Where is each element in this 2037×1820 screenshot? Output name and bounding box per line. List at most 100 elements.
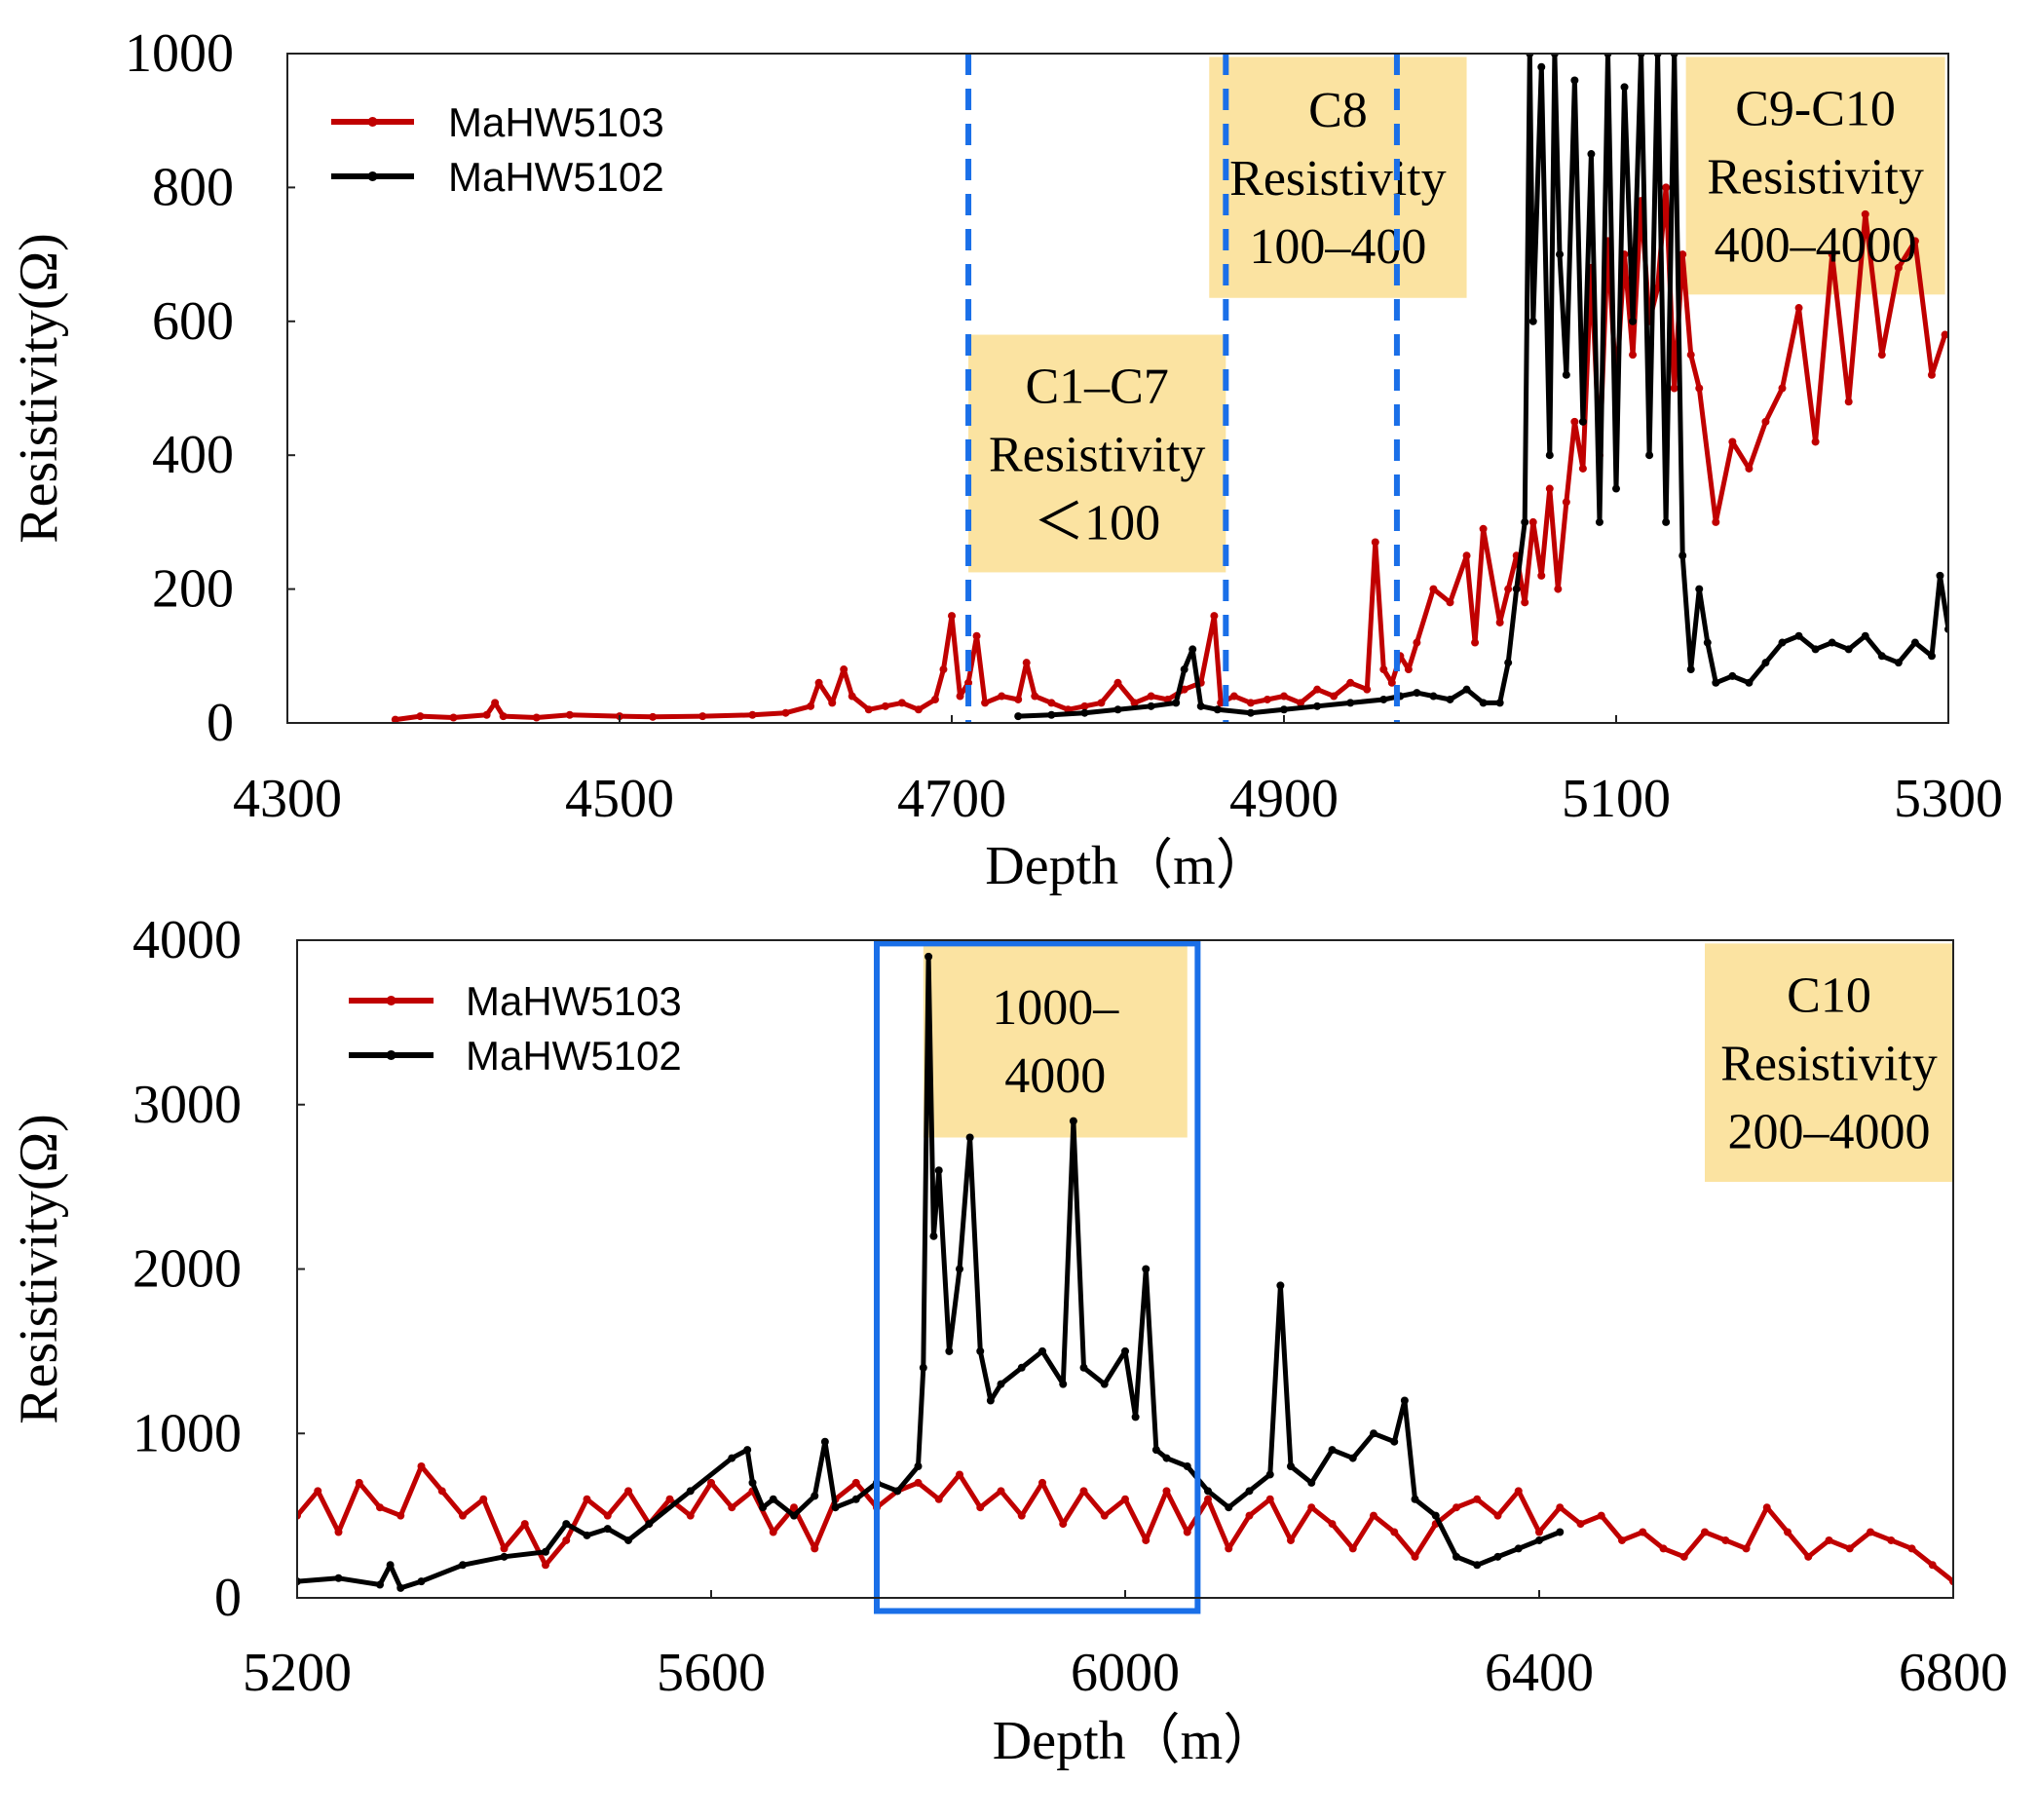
data-point-MaHW5102 xyxy=(645,1520,654,1529)
data-point-MaHW5102 xyxy=(1180,665,1188,674)
y-tick-label: 0 xyxy=(207,693,234,753)
data-point-MaHW5102 xyxy=(1778,638,1787,647)
data-point-MaHW5102 xyxy=(1910,638,1919,647)
legend-marker-MaHW5102 xyxy=(367,171,378,181)
data-point-MaHW5103 xyxy=(1877,351,1886,360)
data-point-MaHW5103 xyxy=(1804,1552,1813,1561)
data-point-MaHW5102 xyxy=(1280,705,1288,714)
data-point-MaHW5103 xyxy=(1263,695,1271,703)
data-point-MaHW5103 xyxy=(1348,1544,1357,1553)
data-point-MaHW5103 xyxy=(665,1495,674,1503)
data-point-MaHW5103 xyxy=(956,1470,963,1479)
data-point-MaHW5102 xyxy=(1495,699,1504,707)
annotation-text: 100–400 xyxy=(1249,219,1426,275)
annotation-text: 400–4000 xyxy=(1715,217,1917,273)
data-point-MaHW5102 xyxy=(396,1583,405,1592)
data-point-MaHW5103 xyxy=(583,1495,591,1503)
data-point-MaHW5102 xyxy=(1172,699,1181,707)
data-point-MaHW5102 xyxy=(1927,652,1936,661)
annotation-text: C8 xyxy=(1308,83,1368,138)
data-point-MaHW5103 xyxy=(1330,692,1339,701)
data-point-MaHW5103 xyxy=(881,701,889,710)
annotation-box xyxy=(1209,57,1467,298)
y-tick-label: 1000 xyxy=(132,1403,242,1463)
data-point-MaHW5102 xyxy=(1514,1544,1523,1553)
data-point-MaHW5102 xyxy=(1225,1503,1233,1512)
annotation-text: Resistivity xyxy=(1720,1037,1937,1092)
data-point-MaHW5103 xyxy=(1528,517,1537,526)
data-point-MaHW5103 xyxy=(1514,1487,1523,1496)
data-point-MaHW5102 xyxy=(1745,678,1754,687)
data-point-MaHW5103 xyxy=(1537,571,1546,580)
x-tick-label: 6000 xyxy=(1071,1643,1180,1703)
data-point-MaHW5103 xyxy=(1204,1495,1212,1503)
legend-marker-MaHW5103 xyxy=(367,117,378,127)
data-point-MaHW5103 xyxy=(997,1487,1005,1496)
data-point-MaHW5103 xyxy=(479,1495,488,1503)
data-point-MaHW5103 xyxy=(532,713,541,722)
data-point-MaHW5102 xyxy=(1452,1552,1460,1561)
data-point-MaHW5102 xyxy=(811,1492,819,1500)
data-point-MaHW5102 xyxy=(583,1531,591,1539)
data-point-MaHW5102 xyxy=(759,1503,768,1512)
data-point-MaHW5103 xyxy=(1618,1536,1626,1544)
data-point-MaHW5102 xyxy=(1535,1536,1543,1544)
data-point-MaHW5103 xyxy=(1629,351,1638,360)
data-point-MaHW5102 xyxy=(1080,708,1089,717)
data-point-MaHW5103 xyxy=(1721,1536,1730,1544)
data-point-MaHW5103 xyxy=(624,1487,632,1496)
data-point-MaHW5103 xyxy=(1307,1503,1316,1512)
data-point-MaHW5102 xyxy=(1348,1454,1357,1462)
chart-top-resistivity: C1–C7 Resistivity ＜100 C8 Resistivity 100–400… xyxy=(9,23,2003,896)
chart-bottom-resistivity: 1000– 4000 C10 Resistivity 200–4000 5200 5600 6… xyxy=(9,910,2008,1771)
data-point-MaHW5102 xyxy=(1400,1396,1409,1405)
data-point-MaHW5102 xyxy=(1346,699,1355,707)
data-point-MaHW5102 xyxy=(603,1525,612,1534)
data-point-MaHW5102 xyxy=(1113,705,1122,714)
data-point-MaHW5103 xyxy=(964,678,973,687)
data-point-MaHW5102 xyxy=(417,1577,426,1586)
data-point-MaHW5102 xyxy=(919,1363,927,1372)
data-point-MaHW5103 xyxy=(1031,692,1039,701)
data-point-MaHW5103 xyxy=(1363,685,1372,694)
y-axis-title: Resistivity(Ω) xyxy=(9,233,69,544)
data-point-MaHW5103 xyxy=(1038,1478,1046,1487)
data-point-MaHW5102 xyxy=(1595,517,1603,526)
annotation-text: C9-C10 xyxy=(1735,81,1896,136)
data-point-MaHW5102 xyxy=(1844,645,1853,654)
data-point-MaHW5102 xyxy=(1537,62,1546,71)
data-point-MaHW5103 xyxy=(897,699,906,707)
data-point-MaHW5102 xyxy=(986,1396,995,1405)
data-point-MaHW5102 xyxy=(1429,692,1438,701)
data-point-MaHW5102 xyxy=(624,1536,632,1544)
data-point-MaHW5103 xyxy=(1712,517,1720,526)
data-point-MaHW5102 xyxy=(1038,1346,1046,1355)
data-point-MaHW5103 xyxy=(707,1478,715,1487)
data-point-MaHW5103 xyxy=(1142,1536,1151,1544)
data-point-MaHW5102 xyxy=(1587,150,1596,159)
data-point-MaHW5102 xyxy=(1556,1528,1565,1536)
data-point-MaHW5103 xyxy=(1297,699,1305,707)
data-point-MaHW5102 xyxy=(748,1478,757,1487)
data-point-MaHW5103 xyxy=(334,1528,343,1536)
y-tick-label: 1000 xyxy=(125,23,234,84)
data-point-MaHW5103 xyxy=(1927,370,1936,379)
data-point-MaHW5103 xyxy=(1679,1552,1688,1561)
data-point-MaHW5103 xyxy=(1130,699,1139,707)
x-tick-label: 5200 xyxy=(243,1643,352,1703)
data-point-MaHW5102 xyxy=(562,1520,571,1529)
data-point-MaHW5102 xyxy=(997,1380,1005,1388)
data-point-MaHW5103 xyxy=(376,1503,384,1512)
data-point-MaHW5102 xyxy=(1413,689,1421,698)
data-point-MaHW5102 xyxy=(1545,451,1554,460)
data-point-MaHW5102 xyxy=(1679,551,1687,560)
data-point-MaHW5103 xyxy=(828,699,837,707)
data-point-MaHW5103 xyxy=(1535,1528,1543,1536)
data-point-MaHW5103 xyxy=(603,1511,612,1520)
data-point-MaHW5103 xyxy=(930,695,939,703)
legend-label-MaHW5102: MaHW5102 xyxy=(448,154,664,200)
data-point-MaHW5103 xyxy=(1545,484,1554,493)
y-tick-label: 600 xyxy=(152,291,234,352)
x-tick-label: 6400 xyxy=(1485,1643,1594,1703)
data-point-MaHW5102 xyxy=(1213,705,1222,714)
